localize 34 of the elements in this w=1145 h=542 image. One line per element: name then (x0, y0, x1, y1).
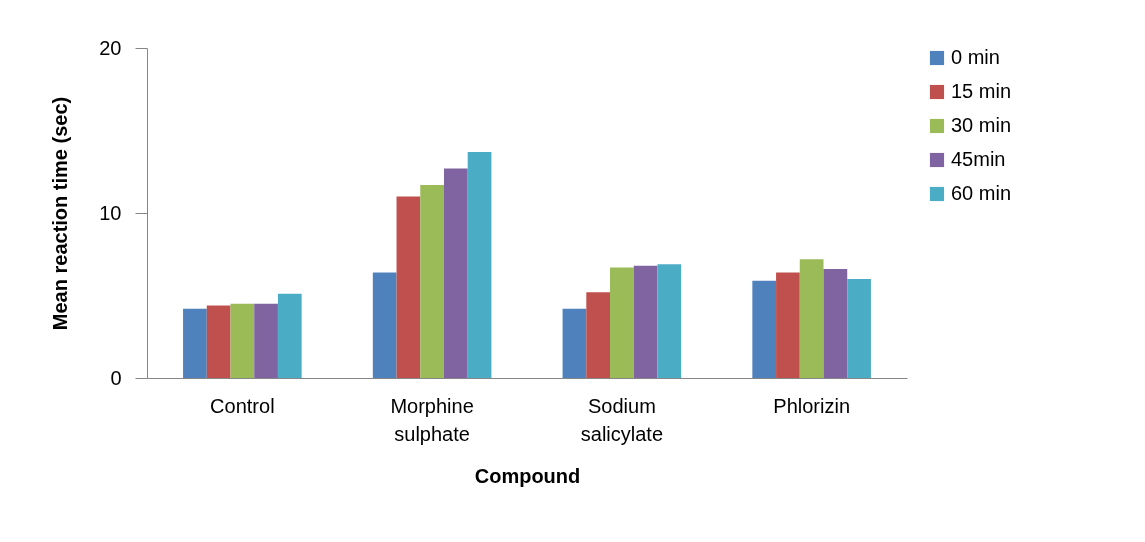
x-tick-label: Morphine sulphate (390, 394, 474, 445)
bar (183, 308, 207, 378)
bar (586, 292, 611, 378)
x-axis-title: Compound (474, 464, 581, 487)
bar (776, 272, 800, 378)
bar (823, 269, 848, 378)
bar (610, 267, 634, 378)
bar (206, 305, 231, 378)
x-tick-label: Control (210, 394, 275, 417)
legend-label: 15 min (951, 80, 1012, 102)
bar (752, 280, 777, 378)
y-tick-label: 10 (99, 201, 122, 224)
bar (799, 259, 824, 378)
bar (277, 293, 302, 378)
legend-label: 60 min (951, 182, 1012, 204)
legend-label: 30 min (951, 114, 1012, 136)
y-tick-label: 0 (110, 366, 122, 389)
y-axis-title: Mean reaction time (sec) (49, 96, 72, 331)
legend-label: 0 min (951, 46, 1000, 68)
bar (420, 184, 444, 378)
bar (633, 265, 658, 378)
bar (396, 196, 421, 378)
bar (657, 264, 682, 378)
legend-label: 45min (951, 148, 1006, 170)
bar (443, 168, 468, 378)
bar (254, 303, 278, 378)
x-tick-label: Sodium salicylate (580, 394, 664, 445)
x-tick-label: Phlorizin (773, 394, 850, 417)
bar (467, 151, 492, 378)
y-tick-label: 20 (99, 36, 122, 59)
bar (847, 279, 871, 378)
bar (230, 303, 255, 378)
bar (372, 272, 397, 378)
bar (562, 308, 587, 378)
